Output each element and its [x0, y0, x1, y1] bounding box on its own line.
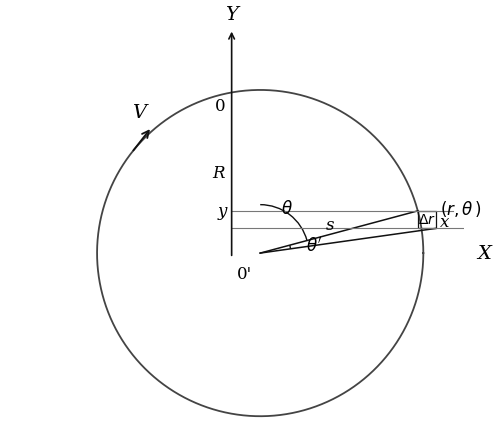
Text: 0': 0'	[237, 266, 252, 283]
Text: X: X	[478, 244, 491, 262]
Text: 0: 0	[215, 97, 226, 114]
Text: x: x	[440, 213, 450, 230]
Text: s: s	[326, 216, 334, 233]
Text: R: R	[212, 165, 224, 182]
Text: $(r,\theta\,)$: $(r,\theta\,)$	[440, 199, 482, 219]
Text: V: V	[132, 103, 146, 121]
Text: Y: Y	[225, 6, 238, 24]
Text: $\theta$: $\theta$	[280, 200, 292, 218]
Text: y: y	[217, 203, 226, 220]
Text: $\theta'$: $\theta'$	[306, 236, 323, 255]
Text: $\Delta r$: $\Delta r$	[418, 212, 436, 226]
